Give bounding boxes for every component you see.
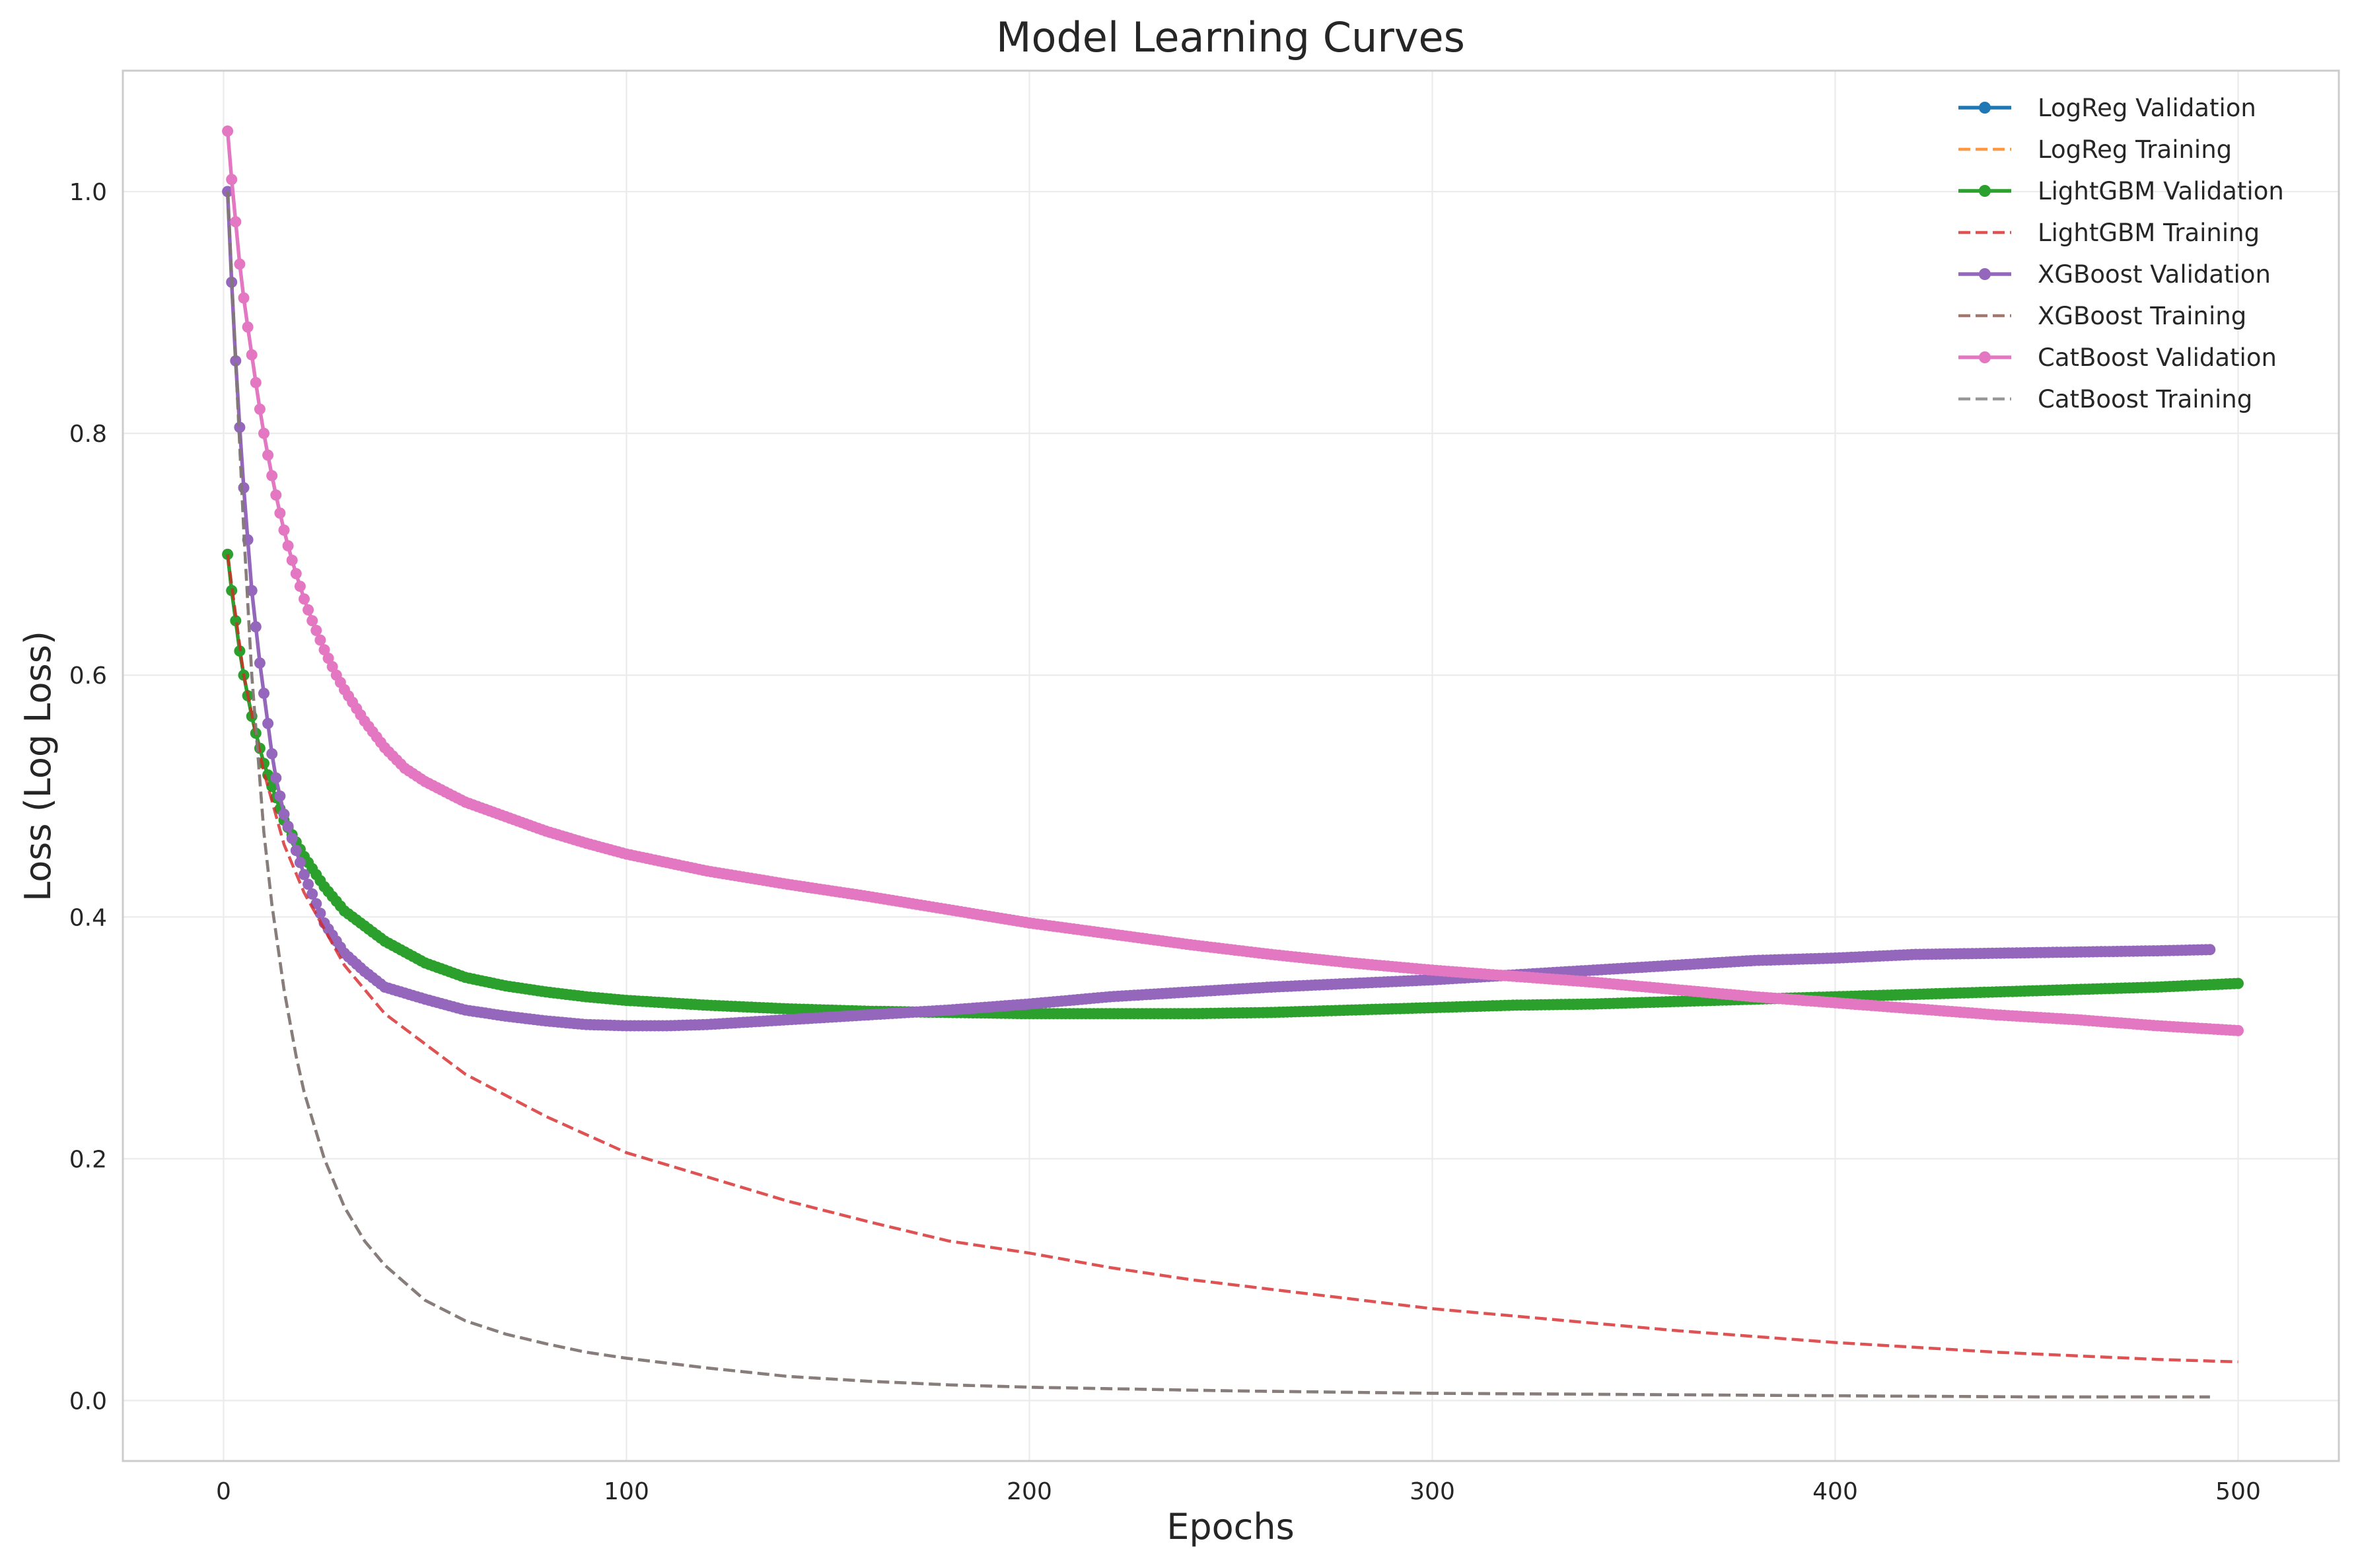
legend-label: LightGBM Training bbox=[2038, 219, 2260, 247]
y-tick-label: 0.4 bbox=[69, 904, 107, 931]
catboost-validation-point bbox=[266, 470, 278, 481]
legend-marker bbox=[1979, 268, 1991, 280]
catboost-validation-point bbox=[278, 524, 290, 536]
xgboost-validation-point bbox=[278, 808, 290, 820]
xgboost-validation-point bbox=[314, 908, 326, 919]
legend-item-xgboost-validation: XGBoost Validation bbox=[1958, 260, 2271, 289]
x-tick-label: 200 bbox=[1007, 1478, 1052, 1505]
xgboost-validation-point bbox=[286, 832, 298, 844]
xgboost-validation-point bbox=[258, 688, 269, 699]
xgboost-validation-point bbox=[250, 621, 262, 633]
x-tick-label: 400 bbox=[1812, 1478, 1858, 1505]
xgboost-validation-point bbox=[274, 790, 286, 802]
tick-labels: 0 100 200 300 400 500 0.0 0.2 0.4 0.6 0.8 1.0 bbox=[69, 179, 2261, 1505]
axes-frame bbox=[122, 69, 2340, 1462]
legend-label: LogReg Training bbox=[2038, 135, 2232, 164]
catboost-validation-point bbox=[318, 644, 330, 656]
catboost-validation-point bbox=[230, 216, 242, 228]
legend-item-catboost-training: CatBoost Training bbox=[1958, 385, 2252, 413]
legend-marker bbox=[1979, 185, 1991, 197]
catboost-validation-point bbox=[226, 174, 238, 186]
legend-item-lightgbm-training: LightGBM Training bbox=[1958, 219, 2260, 247]
y-tick-label: 0.8 bbox=[69, 421, 107, 448]
catboost-validation-point bbox=[2233, 1024, 2244, 1036]
x-tick-label: 500 bbox=[2215, 1478, 2261, 1505]
legend-label: LogReg Validation bbox=[2038, 94, 2256, 122]
catboost-validation-point bbox=[286, 554, 298, 566]
y-tick-label: 0.2 bbox=[69, 1146, 107, 1173]
catboost-validation-point bbox=[306, 615, 318, 627]
lightgbm-training-line bbox=[226, 553, 2238, 1364]
catboost-validation-point bbox=[222, 125, 234, 137]
xgboost-validation-point bbox=[254, 657, 266, 669]
y-tick-label: 1.0 bbox=[69, 179, 107, 206]
xgboost-validation-point bbox=[238, 482, 250, 493]
xgboost-validation-point bbox=[303, 878, 314, 890]
catboost-validation-point bbox=[238, 292, 250, 304]
x-axis-label: Epochs bbox=[1166, 1506, 1294, 1548]
x-tick-label: 0 bbox=[216, 1478, 231, 1505]
chart-title: Model Learning Curves bbox=[996, 13, 1465, 61]
xgboost-validation-point bbox=[282, 820, 294, 832]
legend-label: CatBoost Validation bbox=[2038, 343, 2277, 372]
catboost-validation-point bbox=[258, 427, 269, 439]
legend-label: LightGBM Validation bbox=[2038, 177, 2284, 205]
catboost-validation-point bbox=[234, 258, 246, 270]
xgboost-validation-point bbox=[246, 585, 258, 596]
catboost-validation-point bbox=[274, 507, 286, 519]
xgboost-validation-point bbox=[270, 772, 282, 784]
legend-marker bbox=[1979, 351, 1991, 363]
lightgbm-validation-point bbox=[2233, 978, 2244, 989]
catboost-validation-point bbox=[262, 449, 274, 461]
catboost-training-line bbox=[226, 191, 2210, 1399]
legend-item-logreg-validation: LogReg Validation bbox=[1958, 94, 2256, 122]
legend-marker bbox=[1979, 102, 1991, 114]
plot-area bbox=[222, 125, 2244, 1399]
catboost-validation-point bbox=[290, 568, 302, 579]
legend-item-logreg-training: LogReg Training bbox=[1958, 135, 2232, 164]
legend-label: CatBoost Training bbox=[2038, 385, 2252, 413]
legend-label: XGBoost Training bbox=[2038, 302, 2246, 330]
catboost-validation-point bbox=[242, 321, 254, 333]
catboost-validation-markers bbox=[222, 125, 2244, 1036]
xgboost-validation-point bbox=[230, 355, 242, 367]
catboost-validation-point bbox=[326, 660, 338, 672]
lightgbm-validation-point bbox=[266, 781, 278, 793]
catboost-validation-point bbox=[322, 653, 334, 664]
xgboost-validation-point bbox=[306, 888, 318, 900]
lightgbm-validation-point bbox=[230, 615, 242, 627]
catboost-validation-point bbox=[299, 593, 310, 605]
legend-item-catboost-validation: CatBoost Validation bbox=[1958, 343, 2277, 372]
catboost-validation-point bbox=[282, 540, 294, 552]
catboost-validation-point bbox=[270, 489, 282, 501]
legend: LogReg Validation LogReg Training LightGBM… bbox=[1958, 94, 2284, 413]
legend-item-lightgbm-validation: LightGBM Validation bbox=[1958, 177, 2284, 205]
xgboost-validation-point bbox=[294, 857, 306, 869]
y-tick-label: 0.0 bbox=[69, 1388, 107, 1415]
catboost-validation-point bbox=[246, 349, 258, 361]
catboost-validation-point bbox=[294, 581, 306, 592]
legend-label: XGBoost Validation bbox=[2038, 260, 2271, 289]
legend-item-xgboost-training: XGBoost Training bbox=[1958, 302, 2246, 330]
xgboost-validation-point bbox=[299, 869, 310, 880]
xgboost-validation-point bbox=[234, 421, 246, 433]
xgboost-validation-markers bbox=[222, 186, 2216, 1032]
xgboost-validation-point bbox=[2204, 944, 2216, 956]
x-tick-label: 300 bbox=[1410, 1478, 1455, 1505]
y-tick-label: 0.6 bbox=[69, 662, 107, 690]
catboost-validation-point bbox=[254, 404, 266, 415]
xgboost-validation-point bbox=[290, 845, 302, 857]
xgboost-validation-point bbox=[262, 717, 274, 729]
catboost-validation-point bbox=[303, 604, 314, 616]
x-tick-label: 100 bbox=[604, 1478, 649, 1505]
catboost-validation-point bbox=[310, 625, 322, 636]
catboost-validation-point bbox=[250, 376, 262, 388]
y-axis-label: Loss (Log Loss) bbox=[17, 631, 59, 902]
grid bbox=[123, 71, 2339, 1461]
catboost-validation-point bbox=[314, 634, 326, 646]
xgboost-validation-point bbox=[266, 748, 278, 760]
